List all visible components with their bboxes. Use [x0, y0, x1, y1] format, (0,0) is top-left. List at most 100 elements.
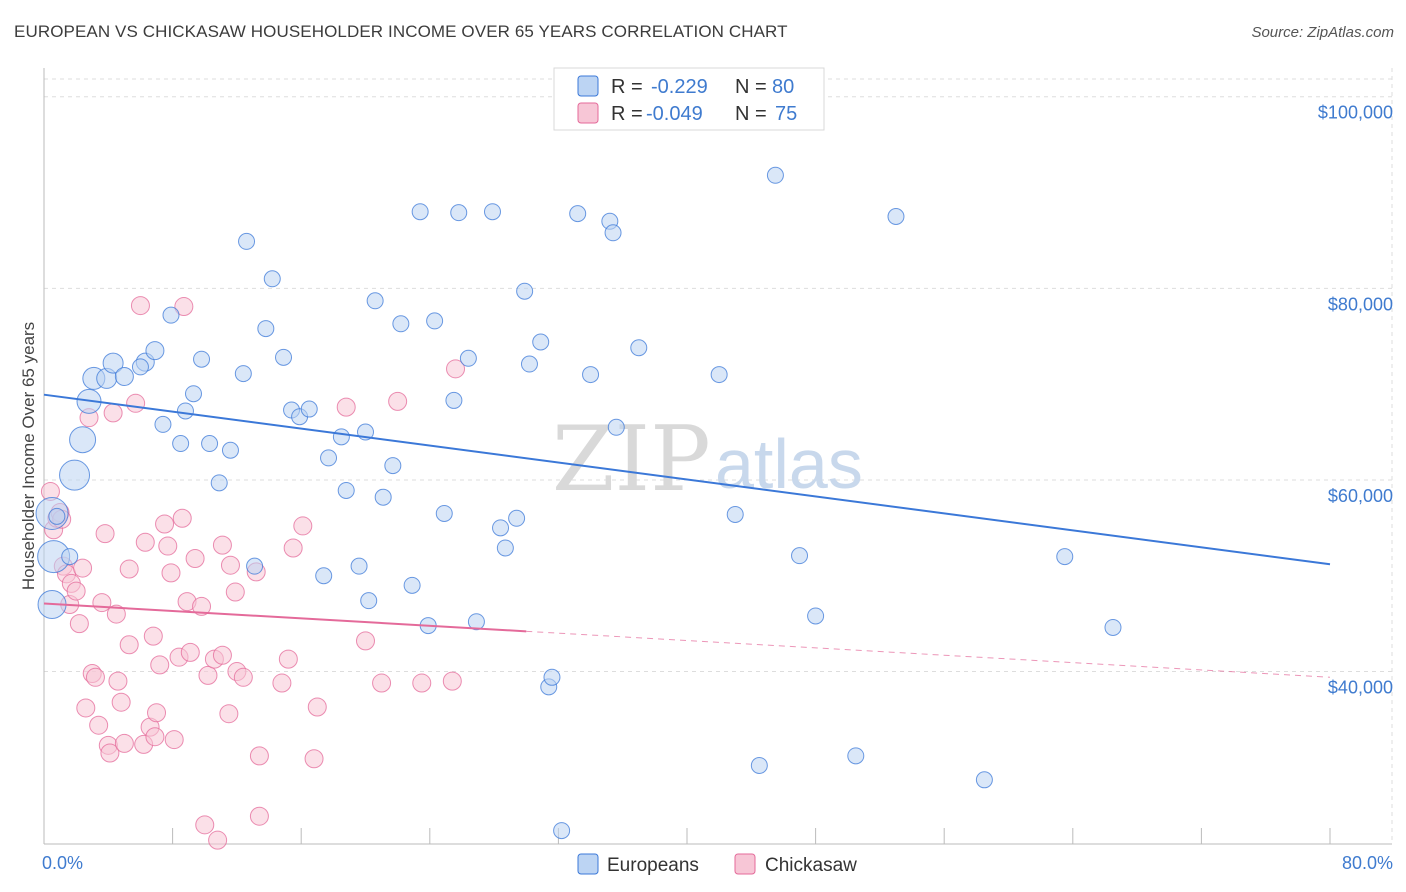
y-tick-label-1: $60,000 [1328, 486, 1393, 506]
europeans-point-35 [360, 592, 378, 610]
chickasaw-trend-extension [526, 630, 1331, 678]
europeans-point-53 [508, 509, 526, 527]
europeans-point-55 [520, 355, 538, 373]
europeans-point-64 [607, 418, 625, 436]
europeans-point-56 [532, 333, 550, 351]
chickasaw-point-68 [356, 631, 375, 651]
europeans-point-40 [392, 315, 410, 333]
europeans-point-37 [366, 292, 384, 310]
chickasaw-point-39 [164, 730, 184, 750]
chickasaw-point-38 [161, 563, 181, 583]
source-label: Source: ZipAtlas.com [1251, 24, 1394, 41]
watermark-zip: ZIP [552, 407, 711, 512]
legend-swatch-chickasaw [577, 102, 599, 124]
europeans-point-70 [791, 547, 809, 565]
europeans-point-51 [492, 519, 510, 537]
legend-r-label-2: R = [611, 103, 643, 125]
grid-lines [44, 68, 1393, 844]
europeans-point-26 [275, 348, 293, 366]
europeans-point-72 [847, 747, 865, 765]
chickasaw-trend-line [43, 602, 527, 633]
europeans-point-30 [315, 567, 333, 585]
legend-r-value-2: -0.049 [646, 103, 703, 125]
legend-n-label-2: N = [735, 103, 767, 125]
europeans-point-54 [516, 282, 534, 300]
top-legend: R = -0.229 N = 80 R = -0.049 N = 75 [553, 67, 825, 131]
chickasaw-point-48 [198, 665, 218, 685]
chickasaw-point-47 [195, 815, 215, 835]
chickasaw-point-34 [147, 703, 167, 723]
europeans-point-14 [172, 435, 190, 453]
europeans-point-15 [176, 402, 194, 420]
chickasaw-point-19 [100, 743, 120, 763]
chickasaw-point-52 [212, 645, 232, 665]
legend-n-value-2: 75 [775, 103, 797, 125]
chickasaw-point-37 [158, 536, 178, 556]
europeans-point-3 [59, 459, 91, 491]
chickasaw-point-9 [69, 614, 89, 634]
chickasaw-point-10 [73, 558, 93, 578]
europeans-point-4 [69, 426, 97, 454]
europeans-point-71 [807, 607, 825, 625]
europeans-point-78 [61, 548, 79, 566]
chickasaw-point-23 [111, 692, 131, 712]
europeans-point-21 [234, 365, 252, 383]
chickasaw-point-60 [249, 806, 269, 826]
chickasaw-point-61 [272, 673, 292, 693]
chickasaw-point-62 [278, 649, 298, 669]
chickasaw-point-32 [143, 626, 163, 646]
chickasaw-point-67 [336, 397, 356, 417]
europeans-point-52 [496, 539, 514, 557]
chickasaw-point-20 [103, 403, 123, 423]
europeans-point-22 [238, 232, 256, 250]
chickasaw-point-33 [145, 727, 165, 747]
chickasaw-point-69 [372, 673, 392, 693]
europeans-point-73 [887, 207, 905, 225]
europeans-point-17 [193, 350, 211, 368]
europeans-point-60 [569, 205, 587, 223]
chickasaw-point-59 [249, 746, 269, 766]
europeans-point-59 [553, 822, 571, 840]
europeans-point-48 [459, 349, 477, 367]
europeans-point-33 [337, 481, 355, 499]
chickasaw-point-50 [208, 830, 228, 850]
y-axis-label: Householder Income Over 65 years [19, 322, 38, 590]
legend-swatch-europeans [577, 75, 599, 97]
europeans-point-65 [630, 339, 648, 357]
chickasaw-point-65 [304, 749, 324, 769]
europeans-point-45 [435, 504, 453, 522]
chickasaw-point-16 [92, 593, 112, 613]
watermark: ZIP atlas [552, 407, 863, 512]
europeans-point-13 [162, 306, 180, 324]
europeans-point-42 [403, 576, 421, 594]
chart-title: EUROPEAN VS CHICKASAW HOUSEHOLDER INCOME… [14, 22, 788, 41]
europeans-point-29 [300, 400, 318, 418]
europeans-point-16 [184, 385, 202, 403]
chickasaw-point-41 [172, 508, 192, 528]
europeans-point-31 [320, 449, 338, 467]
trend-lines [43, 393, 1331, 678]
chickasaw-point-35 [150, 655, 170, 675]
x-tick-min: 0.0% [42, 853, 83, 873]
europeans-point-75 [1056, 548, 1074, 566]
y-tick-labels: $40,000 $60,000 $80,000 $100,000 [1318, 103, 1393, 698]
legend-r-value-1: -0.229 [651, 76, 708, 98]
chickasaw-point-21 [106, 604, 126, 624]
chickasaw-point-44 [180, 642, 200, 662]
chickasaw-point-36 [155, 514, 175, 534]
europeans-point-23 [246, 557, 264, 575]
x-tick-max: 80.0% [1342, 853, 1393, 873]
chickasaw-point-57 [233, 667, 253, 687]
chickasaw-point-72 [442, 671, 462, 691]
europeans-point-39 [384, 457, 402, 475]
chickasaw-point-64 [293, 516, 313, 536]
legend-n-label-1: N = [735, 76, 767, 98]
europeans-point-9 [114, 366, 134, 386]
europeans-trend-line [43, 393, 1331, 566]
chickasaw-point-25 [119, 559, 139, 579]
bottom-legend-swatch-europeans [577, 853, 599, 875]
europeans-point-34 [350, 557, 368, 575]
chickasaw-point-51 [212, 535, 232, 555]
europeans-point-49 [467, 613, 485, 631]
chickasaw-point-63 [283, 538, 303, 558]
